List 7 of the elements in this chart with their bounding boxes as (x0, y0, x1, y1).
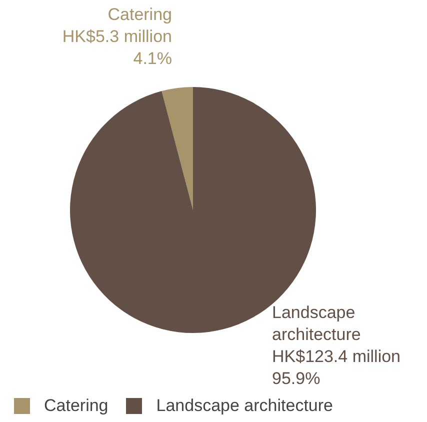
data-label: HK$123.4 million 95.9% (272, 347, 401, 388)
slice-label: Catering (108, 5, 172, 24)
legend-label: Catering (44, 396, 108, 416)
legend-label: Landscape architecture (156, 396, 333, 416)
data-label: HK$5.3 million 4.1% (62, 27, 172, 68)
pie-slice (162, 87, 193, 210)
slice-label: Landscape architecture (272, 303, 361, 344)
